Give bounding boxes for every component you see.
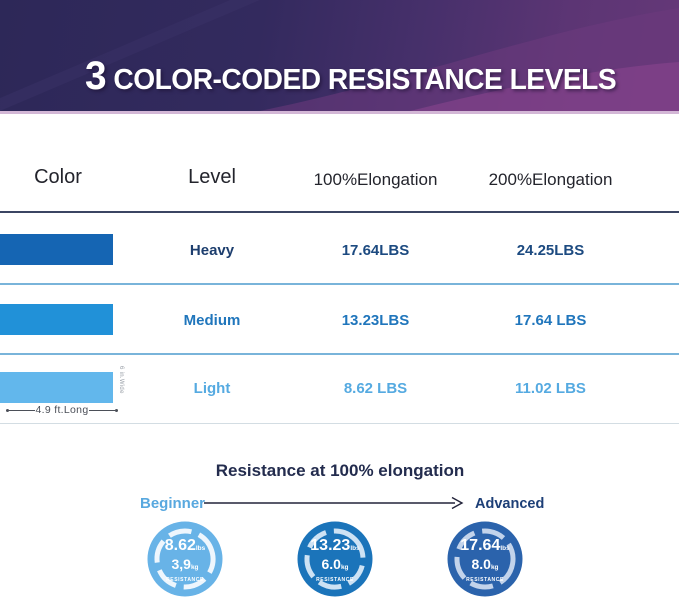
value-200-elongation: 24.25LBS [516,242,585,259]
banner-background-swirl [0,0,679,111]
gauge-resistance-label: RESISTANCE [316,577,354,583]
column-header-200-elongation: 200%Elongation [488,170,613,189]
gauge-lbs-unit: lbs [500,545,510,552]
row-divider [0,353,679,355]
title-number: 3 [85,54,107,98]
value-100-elongation: 8.62 LBS [343,380,408,397]
color-swatch-light [0,372,113,403]
value-200-elongation: 11.02 LBS [515,380,586,397]
gauge-lbs-value: 13.23 [310,537,351,554]
beginner-label: Beginner [140,495,206,512]
gauge-kg-unit: kg [190,564,199,571]
gauge-dashed-ring [454,528,516,590]
value-100-elongation: 13.23LBS [341,312,410,329]
gauge-kg-value: 3,9 [171,556,191,572]
gauge-dashed-ring [304,528,366,590]
gauge-kg-value: 6.0 [321,556,341,572]
column-header-level: Level [188,166,236,188]
gauge-kg-value: 8.0 [471,556,491,572]
header-divider [0,211,679,213]
length-measure: 4.9 ft.Long [6,403,118,417]
gauge-text: 8.62lbs 3,9kg RESISTANCE [147,521,223,597]
gauge-resistance-label: RESISTANCE [166,577,204,583]
gauge-lbs-unit: lbs [195,545,206,552]
gauge-dashed-ring [154,528,216,590]
band-width-annotation: 6 in.Wide [118,366,124,394]
gauge-text: 17.64lbs 8.0kg RESISTANCE [447,521,523,597]
measure-end-dot [6,408,9,412]
gauge-lbs-value: 8.62 [164,537,196,554]
gauge-text: 13.23lbs 6.0kg RESISTANCE [297,521,373,597]
measure-line [89,409,115,411]
column-header-100-elongation: 100%Elongation [313,170,438,189]
resistance-gauge-medium: 13.23lbs 6.0kg RESISTANCE [297,521,373,597]
measure-line [9,409,35,411]
section-divider [0,423,679,424]
title-text: COLOR-CODED RESISTANCE LEVELS [113,64,617,96]
page-title: 3 COLOR-CODED RESISTANCE LEVELS [85,54,617,99]
beginner-to-advanced-arrow [204,496,464,510]
advanced-label: Advanced [475,496,545,512]
resistance-gauge-light: 8.62lbs 3,9kg RESISTANCE [147,521,223,597]
gauge-kg-unit: kg [340,564,349,571]
color-swatch-heavy [0,234,113,265]
value-100-elongation: 17.64LBS [341,242,410,259]
level-label: Medium [183,312,241,329]
measure-end-dot [115,408,118,412]
resistance-gauge-heavy: 17.64lbs 8.0kg RESISTANCE [447,521,523,597]
bottom-section-title: Resistance at 100% elongation [215,461,465,480]
banner: 3 COLOR-CODED RESISTANCE LEVELS [0,0,679,114]
gauge-lbs-unit: lbs [350,545,360,552]
row-divider [0,283,679,285]
level-label: Light [193,380,231,397]
color-swatch-medium [0,304,113,335]
gauge-lbs-value: 17.64 [460,537,501,554]
column-header-color: Color [34,166,82,188]
band-length-annotation: 4.9 ft.Long [35,404,89,416]
level-label: Heavy [189,242,235,259]
gauge-kg-unit: kg [490,564,499,571]
gauge-resistance-label: RESISTANCE [466,577,504,583]
value-200-elongation: 17.64 LBS [514,312,587,329]
